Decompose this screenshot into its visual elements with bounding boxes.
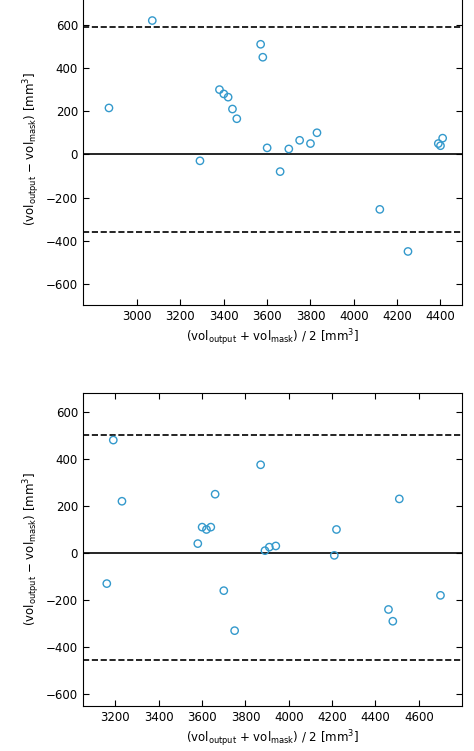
Point <box>276 166 284 178</box>
Point <box>207 521 215 533</box>
Point <box>437 140 444 152</box>
Point <box>216 83 223 95</box>
Point <box>333 523 340 535</box>
Point <box>264 142 271 154</box>
Point <box>194 538 201 550</box>
Point <box>435 137 442 149</box>
Point <box>220 88 228 100</box>
Point <box>257 38 264 50</box>
Point <box>376 204 383 216</box>
Point <box>285 143 292 155</box>
Point <box>313 127 321 139</box>
Point <box>261 544 269 556</box>
Y-axis label: (vol$_\mathregular{output}$ − vol$_\mathregular{mask}$) [mm$^3$]: (vol$_\mathregular{output}$ − vol$_\math… <box>21 72 42 226</box>
Point <box>330 549 338 561</box>
Point <box>109 434 117 446</box>
Point <box>224 91 232 103</box>
Point <box>389 615 397 627</box>
Point <box>231 625 238 637</box>
Point <box>103 578 110 590</box>
Point <box>296 134 303 146</box>
Point <box>211 488 219 500</box>
Point <box>198 521 206 533</box>
Point <box>439 132 447 144</box>
Point <box>272 540 280 552</box>
X-axis label: (vol$_\mathregular{output}$ + vol$_\mathregular{mask}$) / 2 [mm$^3$]: (vol$_\mathregular{output}$ + vol$_\math… <box>186 327 359 348</box>
Point <box>437 590 444 602</box>
Point <box>404 246 412 258</box>
Point <box>307 137 314 149</box>
Point <box>148 14 156 26</box>
Point <box>265 541 273 553</box>
Point <box>203 523 210 535</box>
Y-axis label: (vol$_\mathregular{output}$ − vol$_\mathregular{mask}$) [mm$^3$]: (vol$_\mathregular{output}$ − vol$_\math… <box>21 472 42 626</box>
Point <box>196 155 204 167</box>
Point <box>385 604 392 616</box>
Point <box>118 495 126 507</box>
Point <box>259 51 266 63</box>
Point <box>233 113 241 125</box>
Point <box>257 459 264 471</box>
Point <box>220 584 228 596</box>
Point <box>105 102 113 114</box>
Point <box>395 493 403 505</box>
X-axis label: (vol$_\mathregular{output}$ + vol$_\mathregular{mask}$) / 2 [mm$^3$]: (vol$_\mathregular{output}$ + vol$_\math… <box>186 728 359 749</box>
Point <box>228 103 236 115</box>
